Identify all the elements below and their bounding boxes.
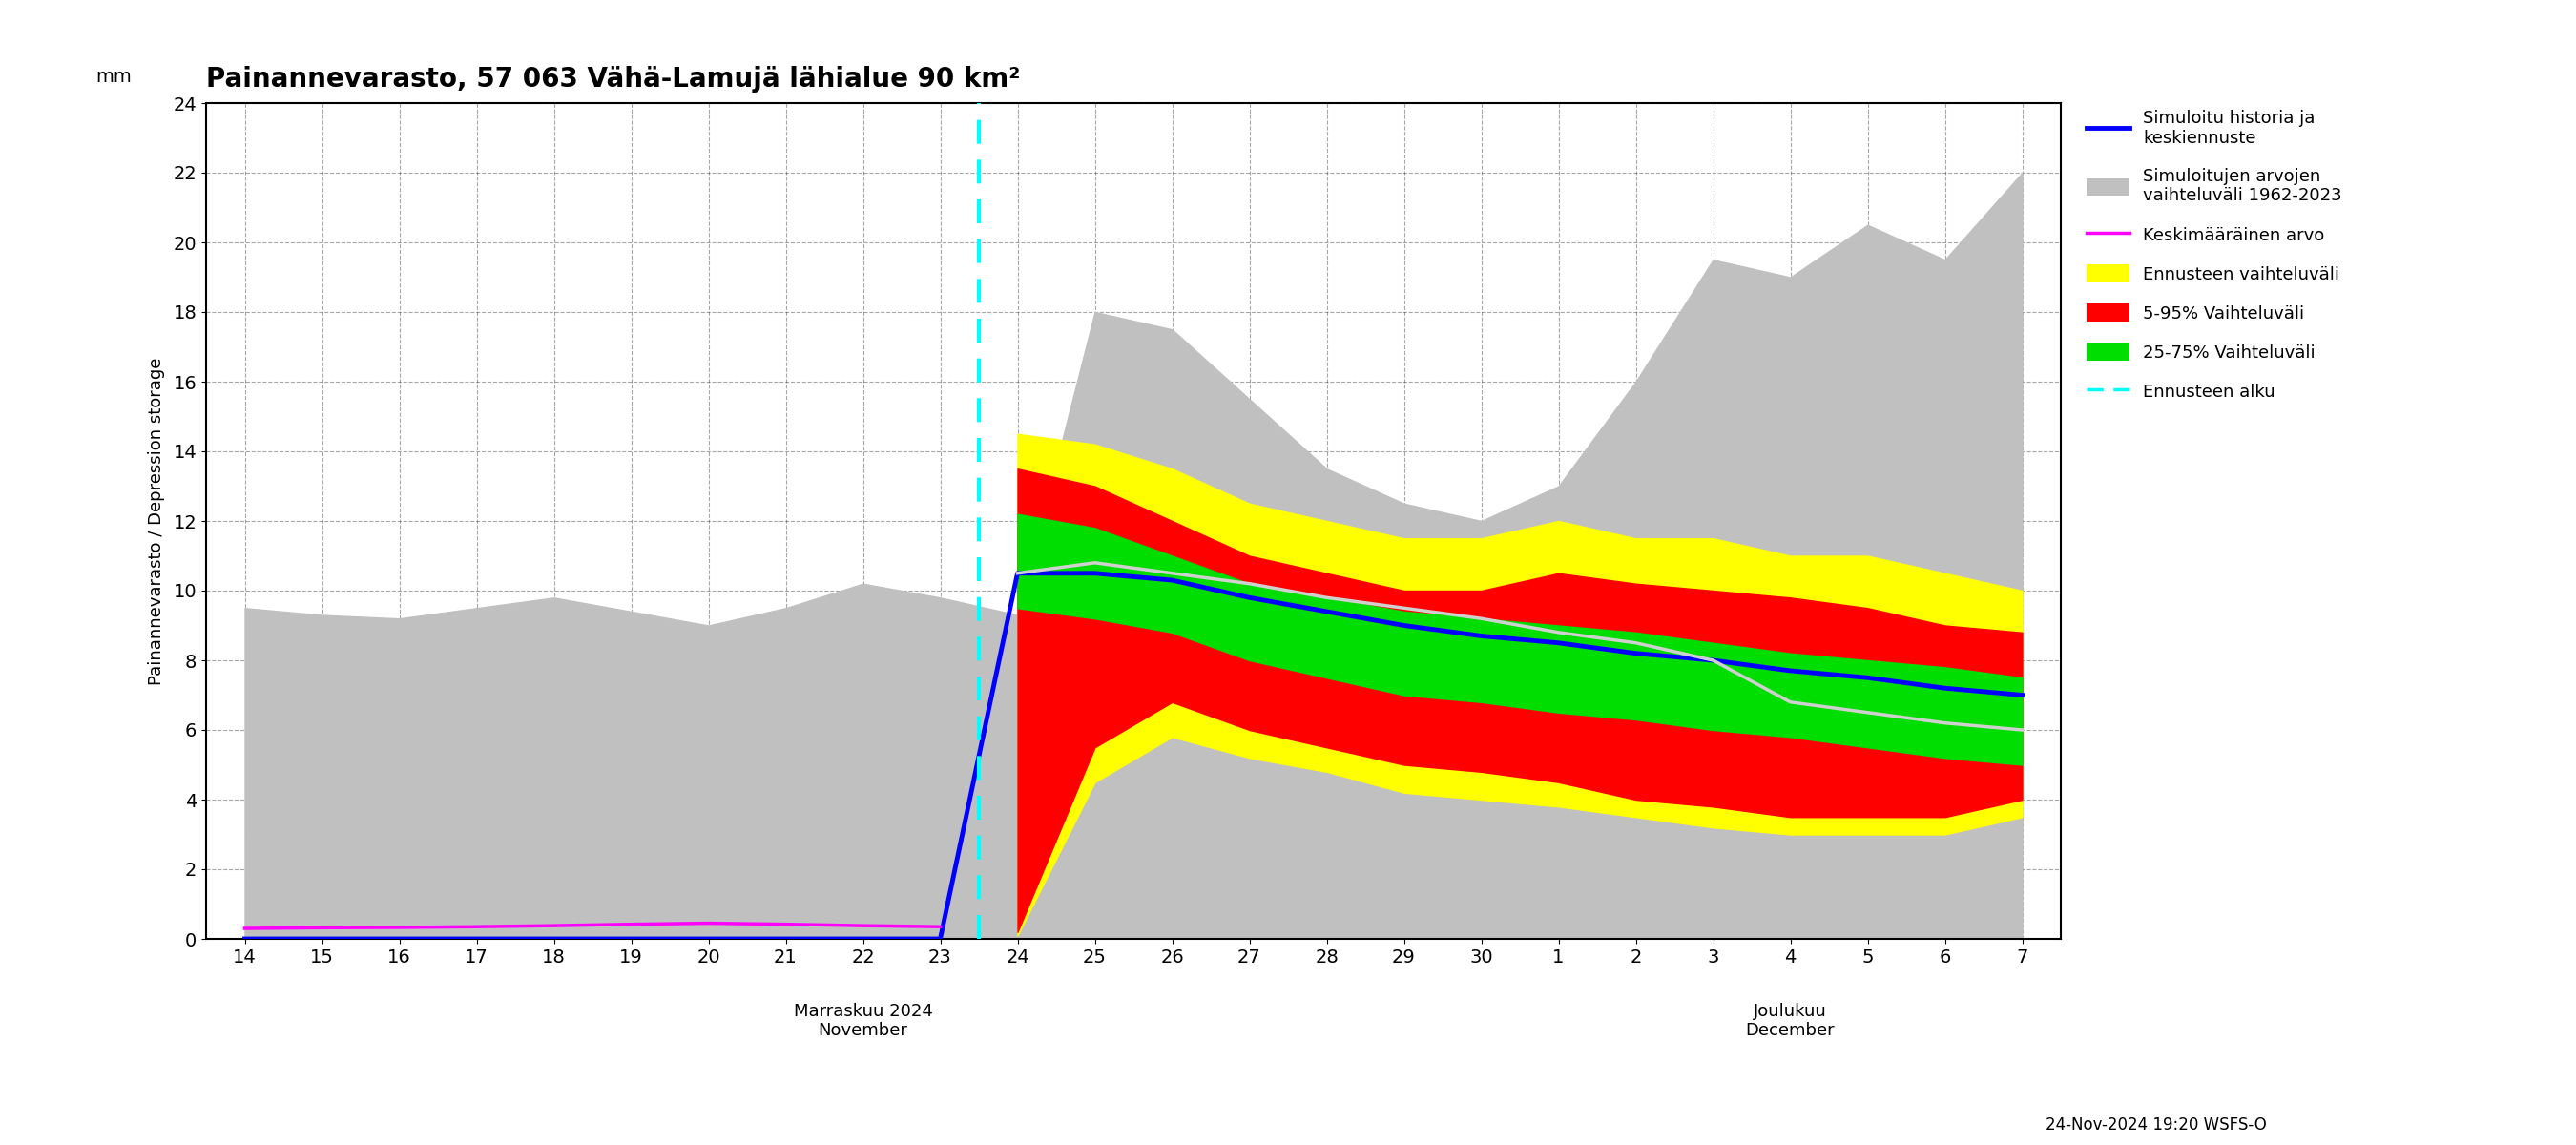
Text: Joulukuu
December: Joulukuu December — [1747, 1003, 1834, 1040]
Text: mm: mm — [95, 69, 131, 86]
Text: 24-Nov-2024 19:20 WSFS-O: 24-Nov-2024 19:20 WSFS-O — [2045, 1116, 2267, 1134]
Text: Painannevarasto, 57 063 Vähä-Lamujä lähialue 90 km²: Painannevarasto, 57 063 Vähä-Lamujä lähi… — [206, 66, 1020, 93]
Y-axis label: Painannevarasto / Depression storage: Painannevarasto / Depression storage — [147, 357, 165, 685]
Legend: Simuloitu historia ja
keskiennuste, Simuloitujen arvojen
vaihteluväli 1962-2023,: Simuloitu historia ja keskiennuste, Simu… — [2079, 103, 2349, 408]
Text: Marraskuu 2024
November: Marraskuu 2024 November — [793, 1003, 933, 1040]
